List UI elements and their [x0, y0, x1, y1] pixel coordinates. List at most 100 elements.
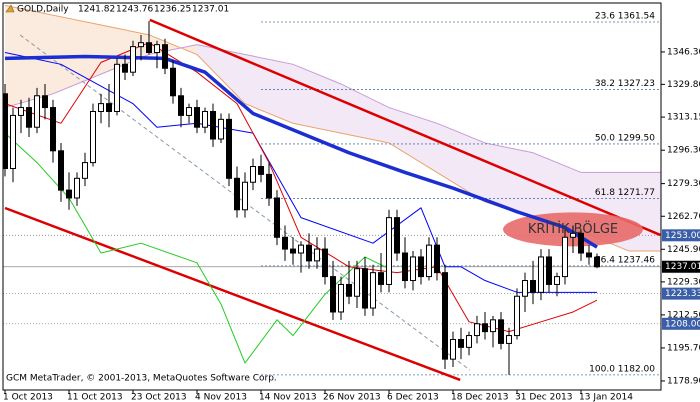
y-tick-label: 1229.30 [667, 277, 700, 287]
candle-body [258, 166, 264, 175]
candle-body [386, 217, 392, 285]
trendline [4, 206, 461, 382]
price-label-bg [662, 317, 700, 330]
y-tick-label: 1346.30 [667, 47, 700, 57]
candle-body [330, 276, 336, 313]
candle-body [570, 232, 576, 238]
open-price: 1241.82 [78, 5, 115, 15]
symbol-icon [5, 4, 15, 13]
y-tick-label: 1296.30 [667, 146, 700, 156]
candle-body [322, 248, 328, 278]
y-tick-label: 1329.80 [667, 80, 700, 90]
candle-body [370, 272, 376, 309]
candle-body [514, 295, 520, 337]
cloud-segment [389, 107, 437, 173]
candle-body [58, 150, 64, 191]
candle-body [218, 118, 224, 140]
y-tick-label: 1313.15 [667, 113, 700, 123]
candle-body [82, 162, 88, 179]
candle-body [282, 236, 288, 250]
candle-body [466, 335, 472, 348]
cloud-segment [437, 123, 485, 202]
candle-body [90, 110, 96, 164]
candle-body [202, 110, 208, 128]
y-tick-label: 1212.50 [667, 310, 700, 320]
price-label: 1208.00 [665, 319, 700, 329]
chart-title: GOLD,Daily [17, 5, 69, 15]
candle-body [3, 93, 8, 169]
y-tick-label: 1262.70 [667, 212, 700, 222]
annotation: KRİTİK BÖLGE [528, 220, 618, 237]
cloud-segment [293, 64, 341, 134]
candle-body [394, 217, 400, 254]
indicator-line [4, 54, 598, 249]
candle-body [426, 244, 432, 278]
candle-body [578, 232, 584, 254]
copyright: GCM MetaTrader, © 2001-2013, MetaQuotes … [6, 374, 277, 384]
cloud-segment [53, 15, 101, 94]
candle-body [594, 256, 600, 268]
candle-body [450, 338, 456, 360]
candle-body [562, 236, 568, 278]
candle-body [154, 44, 160, 54]
plot-frame [2, 2, 662, 391]
candle-body [74, 177, 80, 199]
cloud-segment [485, 142, 533, 218]
price-label: 1253.00 [665, 231, 700, 241]
x-tick-label: 18 Dec 2013 [451, 393, 509, 402]
y-tick-label: 1178.90 [667, 376, 700, 386]
indicator-line [4, 52, 597, 293]
candle-body [418, 256, 424, 278]
candle-body [522, 280, 528, 297]
candle-body [378, 272, 384, 285]
candle-body [338, 283, 344, 313]
fib-label: 76.4 1237.46 [595, 255, 655, 265]
x-tick-label: 13 Jan 2014 [579, 393, 633, 402]
candle-body [226, 118, 232, 179]
candle-body [210, 110, 216, 140]
candle-body [538, 256, 544, 293]
candle-body [162, 44, 168, 69]
y-tick-label: 1279.30 [667, 179, 700, 189]
candle-body [442, 272, 448, 360]
fib-label: 23.6 1361.54 [595, 11, 655, 21]
fib-label: 100.0 1182.00 [589, 364, 655, 374]
candle-body [106, 103, 112, 112]
candle-body [178, 95, 184, 116]
axes: 1346.30 1329.80 1313.15 1296.30 1279.30 1262.… [3, 47, 700, 402]
fib-label: 38.2 1327.23 [595, 79, 655, 89]
cloud-segment [245, 54, 293, 124]
x-tick-label: 1 Oct 2013 [3, 393, 53, 402]
price-label-bg [662, 260, 700, 273]
x-tick-label: 31 Dec 2013 [515, 393, 573, 402]
candle-body [410, 256, 416, 282]
price-label-bg [662, 287, 700, 300]
candle-body [42, 95, 48, 109]
candle-body [482, 323, 488, 333]
candle-body [362, 268, 368, 309]
close-price: 1237.01 [192, 5, 229, 15]
candle-body [266, 173, 272, 199]
candle-body [474, 323, 480, 337]
fib-label: 61.8 1271.77 [595, 188, 655, 198]
candle-body [114, 63, 120, 112]
candle-body [34, 95, 40, 128]
price-label-bg [662, 229, 700, 242]
fib-label: 50.0 1299.50 [595, 133, 655, 143]
x-tick-label: 23 Oct 2013 [131, 393, 187, 402]
cloud-segment [197, 44, 245, 104]
candle-body [434, 244, 440, 274]
candle-body [530, 280, 536, 293]
candle-body [586, 252, 592, 258]
candle-body [18, 107, 24, 116]
candle-body [490, 319, 496, 333]
candle-body [402, 252, 408, 282]
candle-body [250, 166, 256, 183]
high-price: 1243.76 [116, 5, 153, 15]
candle-body [498, 319, 504, 344]
y-tick-label: 1195.70 [667, 343, 700, 353]
candle-body [306, 244, 312, 262]
candle-body [10, 114, 16, 169]
candle-body [290, 248, 296, 254]
